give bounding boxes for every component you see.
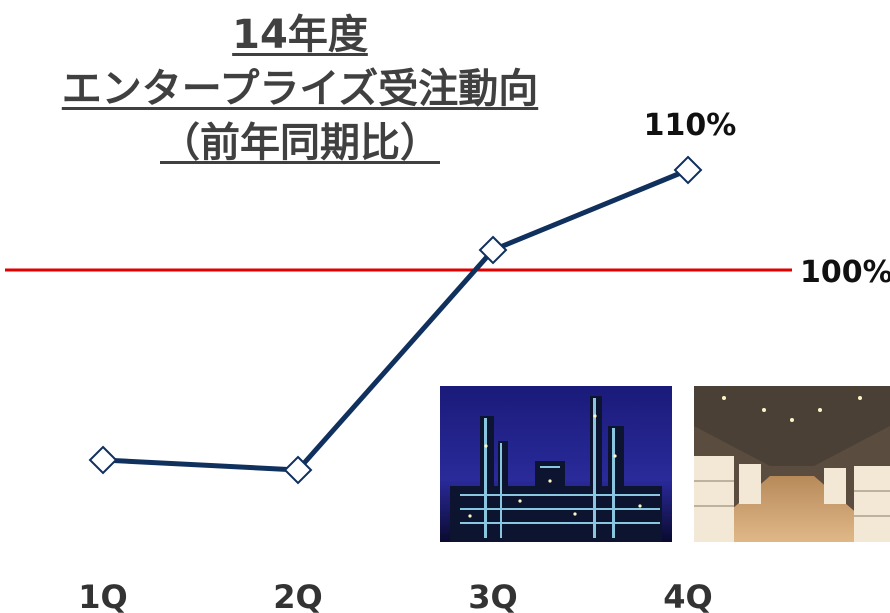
data-point-3Q bbox=[478, 235, 508, 265]
chart-title: 14年度 エンタープライズ受注動向 （前年同期比） bbox=[0, 8, 600, 170]
refinery-night-photo bbox=[440, 386, 672, 542]
data-point-1Q bbox=[88, 445, 118, 475]
x-tick-1Q: 1Q bbox=[78, 578, 127, 613]
x-tick-3Q: 3Q bbox=[468, 578, 517, 613]
title-line-1: 14年度 bbox=[232, 12, 368, 58]
warehouse-photo bbox=[694, 386, 890, 542]
data-point-2Q bbox=[283, 455, 313, 485]
data-point-4Q bbox=[673, 155, 703, 185]
data-label-4Q: 110% bbox=[644, 108, 737, 143]
reference-line-label: 100% bbox=[800, 255, 890, 290]
series-line bbox=[102, 167, 689, 473]
title-line-2: エンタープライズ受注動向 bbox=[61, 66, 539, 112]
x-tick-2Q: 2Q bbox=[273, 578, 322, 613]
title-line-3: （前年同期比） bbox=[160, 120, 440, 166]
x-tick-4Q: 4Q bbox=[663, 578, 712, 613]
